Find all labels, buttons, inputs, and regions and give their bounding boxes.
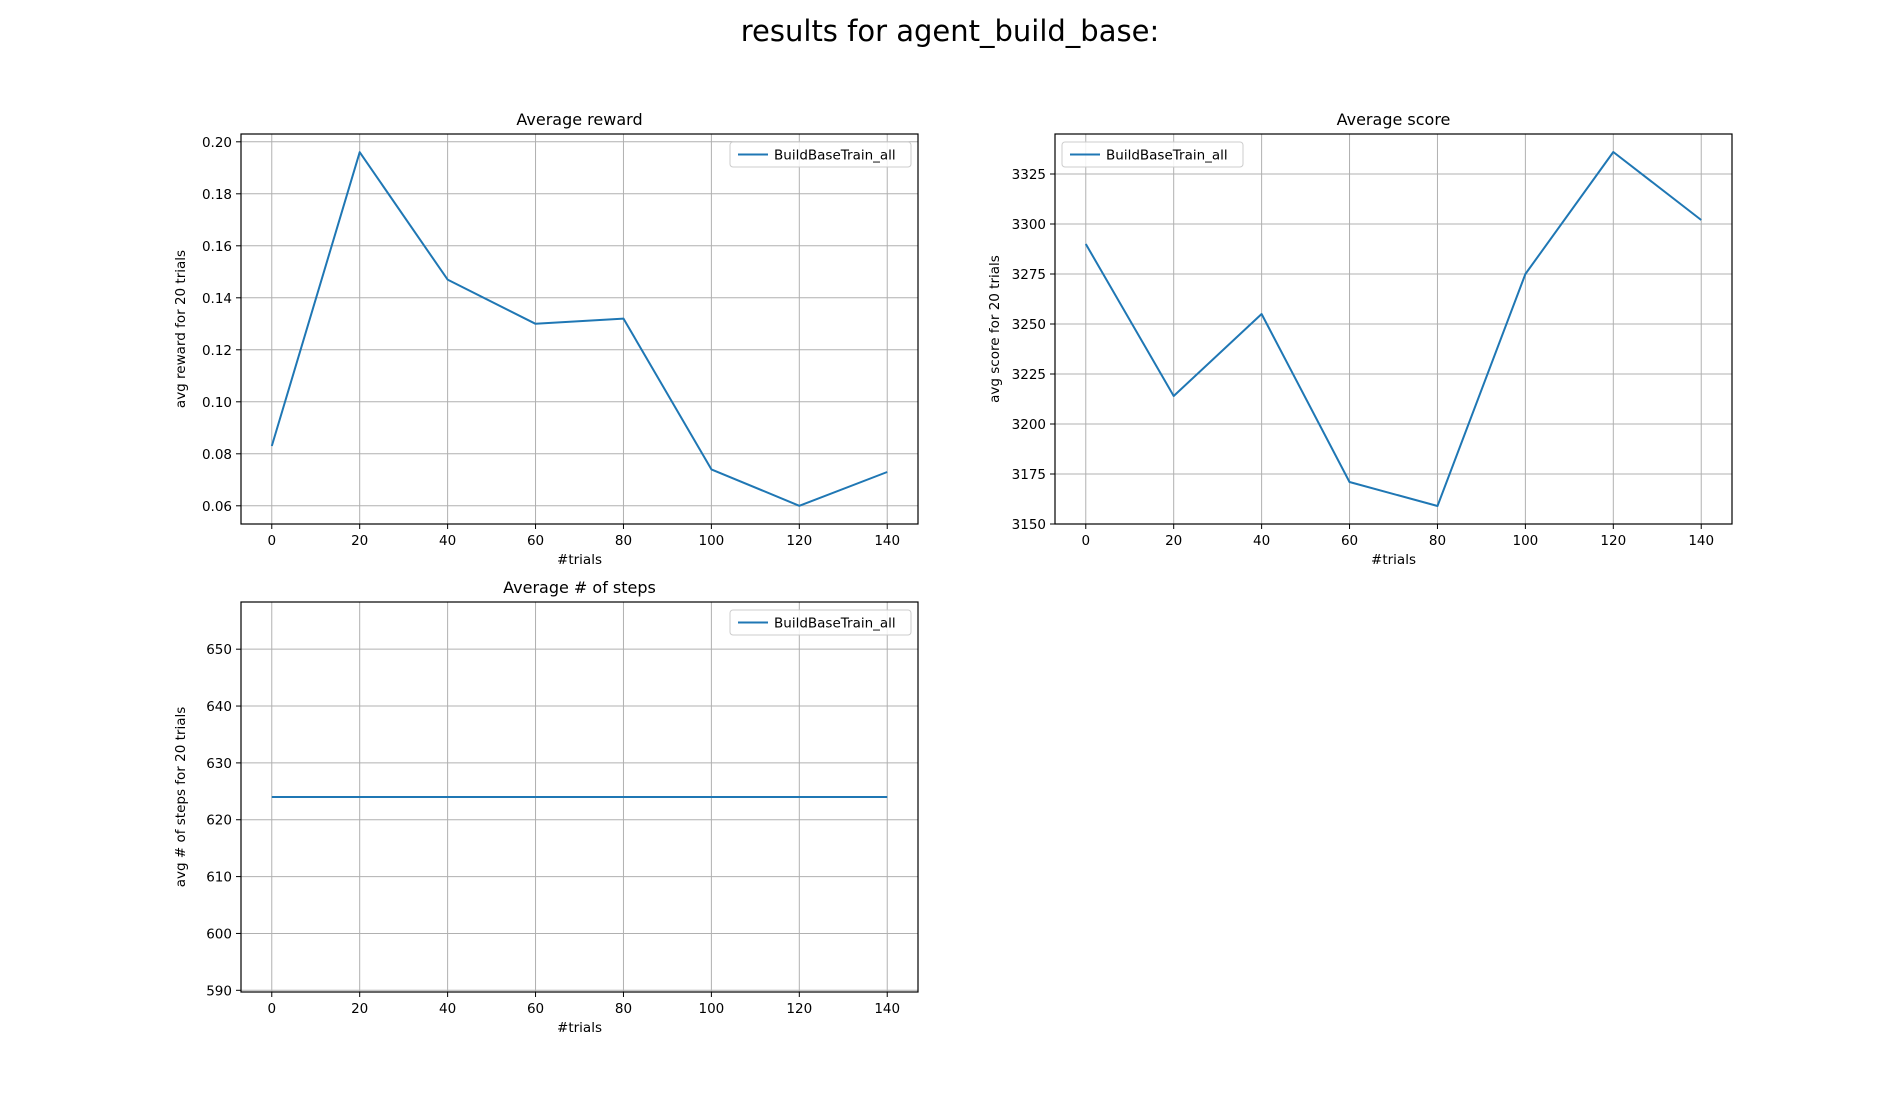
x-tick-label: 140 — [1688, 533, 1714, 549]
x-tick-label: 40 — [439, 533, 456, 549]
x-axis-label: #trials — [557, 552, 602, 568]
x-tick-label: 40 — [1253, 533, 1270, 549]
x-tick-label: 0 — [1081, 533, 1090, 549]
y-tick-label: 650 — [206, 642, 232, 658]
x-tick-label: 20 — [1165, 533, 1182, 549]
y-tick-label: 3275 — [1012, 267, 1046, 283]
y-tick-label: 3200 — [1012, 417, 1046, 433]
y-axis-label: avg score for 20 trials — [987, 255, 1003, 403]
axes-frame — [1054, 133, 1733, 525]
x-tick-label: 20 — [351, 1001, 368, 1017]
legend-label: BuildBaseTrain_all — [774, 616, 896, 632]
x-tick-label: 0 — [267, 1001, 276, 1017]
legend: BuildBaseTrain_all — [1061, 141, 1244, 168]
x-tick-label: 60 — [1341, 533, 1358, 549]
x-tick-label: 140 — [874, 1001, 900, 1017]
legend-box — [729, 141, 912, 168]
legend-box — [1061, 141, 1244, 168]
y-tick-label: 3175 — [1012, 467, 1046, 483]
series-line — [270, 151, 888, 507]
y-tick-label: 0.16 — [202, 239, 232, 255]
y-tick-label: 610 — [206, 870, 232, 886]
x-tick-label: 60 — [527, 1001, 544, 1017]
x-tick-label: 100 — [1512, 533, 1538, 549]
y-tick-label: 600 — [206, 926, 232, 942]
x-tick-label: 40 — [439, 1001, 456, 1017]
chart-1: 0 20 40 60 80 100 120 140 0.06 0.08 0.10 0.12 0.14 0.… — [173, 110, 919, 568]
y-tick-label: 0.20 — [202, 135, 232, 151]
x-tick-label: 140 — [874, 533, 900, 549]
x-tick-label: 60 — [527, 533, 544, 549]
y-axis-label: avg reward for 20 trials — [173, 250, 189, 408]
series-line — [1084, 151, 1702, 507]
y-tick-label: 0.14 — [202, 291, 232, 307]
y-tick-label: 0.12 — [202, 343, 232, 359]
chart-title: Average score — [1337, 110, 1451, 129]
x-tick-label: 120 — [1600, 533, 1626, 549]
chart-title: Average # of steps — [503, 578, 656, 597]
axes-frame — [240, 601, 919, 993]
x-tick-label: 120 — [786, 533, 812, 549]
x-tick-label: 0 — [267, 533, 276, 549]
y-tick-label: 0.08 — [202, 447, 232, 463]
legend-label: BuildBaseTrain_all — [774, 148, 896, 164]
chart-title: Average reward — [516, 110, 642, 129]
y-tick-label: 0.18 — [202, 187, 232, 203]
x-axis-label: #trials — [1371, 552, 1416, 568]
y-tick-label: 0.06 — [202, 499, 232, 515]
figure-title: results for agent_build_base: — [740, 14, 1160, 48]
y-tick-label: 3325 — [1012, 167, 1046, 183]
x-tick-label: 100 — [698, 533, 724, 549]
y-axis-label: avg # of steps for 20 trials — [173, 707, 189, 888]
x-tick-label: 80 — [615, 1001, 632, 1017]
y-tick-label: 590 — [206, 983, 232, 999]
legend: BuildBaseTrain_all — [729, 141, 912, 168]
chart-2: 0 20 40 60 80 100 120 140 3150 3175 3200 3225 3250 32… — [987, 110, 1733, 568]
x-tick-label: 80 — [615, 533, 632, 549]
legend-label: BuildBaseTrain_all — [1106, 148, 1228, 164]
x-tick-label: 80 — [1429, 533, 1446, 549]
y-tick-label: 3150 — [1012, 517, 1046, 533]
x-tick-label: 100 — [698, 1001, 724, 1017]
x-tick-label: 120 — [786, 1001, 812, 1017]
chart-3: 0 20 40 60 80 100 120 140 590 600 610 620 630 640 650 A… — [173, 578, 919, 1036]
y-tick-label: 0.10 — [202, 395, 232, 411]
x-tick-label: 20 — [351, 533, 368, 549]
y-tick-label: 630 — [206, 756, 232, 772]
legend-box — [729, 609, 912, 636]
y-tick-label: 640 — [206, 699, 232, 715]
y-tick-label: 3225 — [1012, 367, 1046, 383]
y-tick-label: 3250 — [1012, 317, 1046, 333]
y-tick-label: 620 — [206, 813, 232, 829]
legend: BuildBaseTrain_all — [729, 609, 912, 636]
axes-frame — [240, 133, 919, 525]
y-tick-label: 3300 — [1012, 217, 1046, 233]
x-axis-label: #trials — [557, 1020, 602, 1036]
